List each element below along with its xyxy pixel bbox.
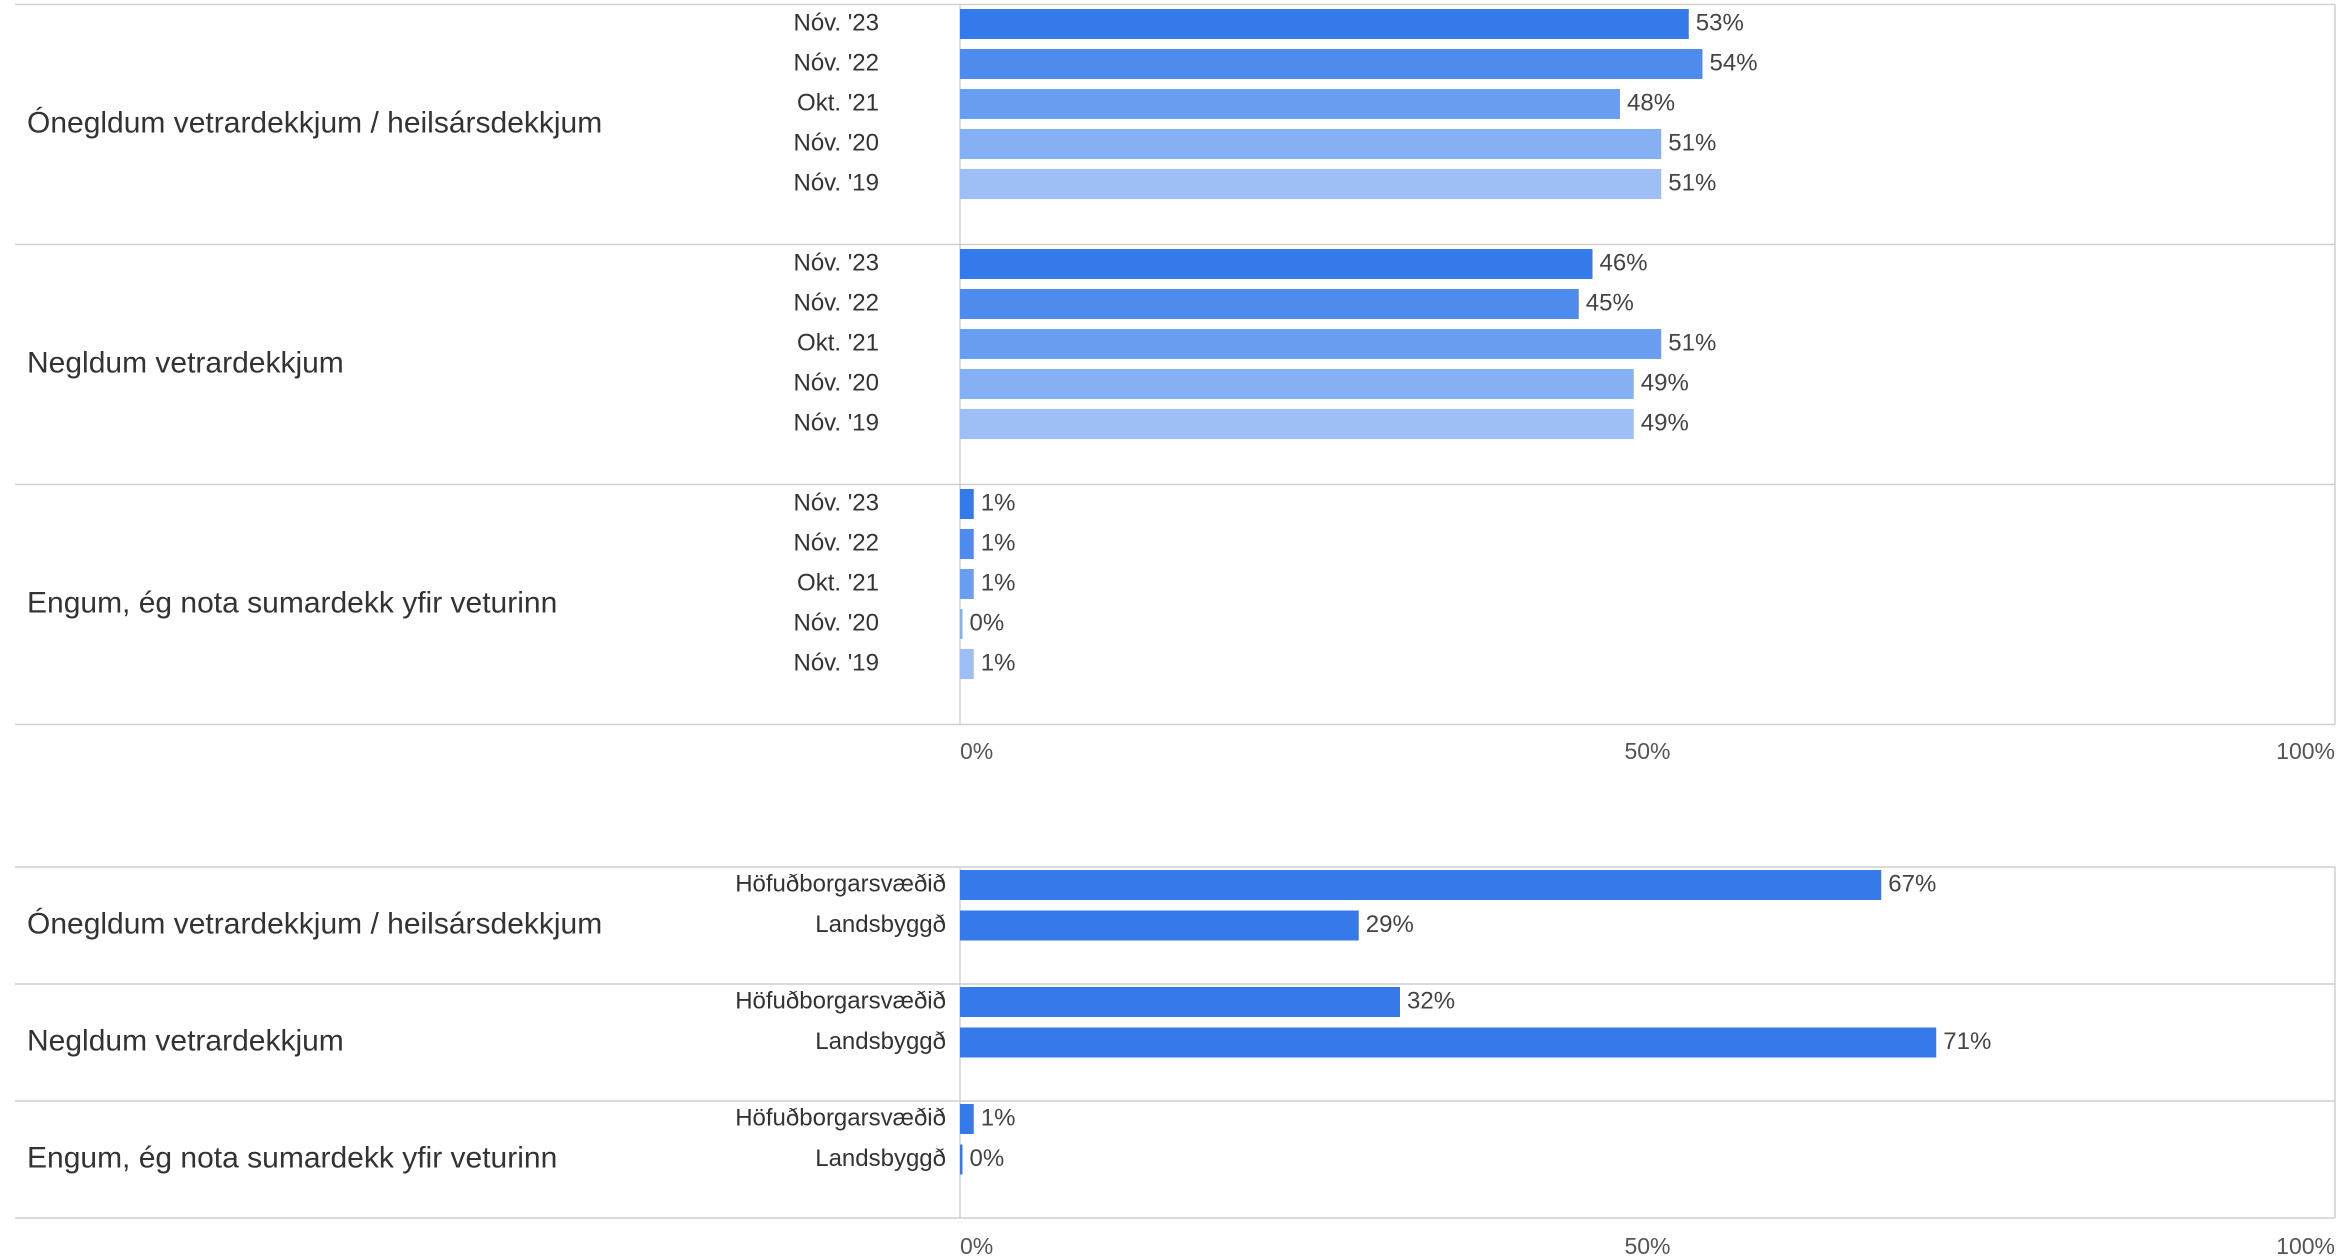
value-label: 1% [981,569,1016,596]
bar [960,1027,1937,1058]
value-label: 48% [1627,89,1675,116]
value-label: 45% [1586,289,1634,316]
value-label: 46% [1600,249,1648,276]
bar [960,89,1620,119]
value-label: 51% [1668,329,1716,356]
series-label: Höfuðborgarsvæðið [735,987,946,1014]
value-label: 29% [1366,911,1414,938]
value-label: 32% [1407,987,1455,1014]
category-label: Ónegldum vetrardekkjum / heilsársdekkjum [27,106,602,139]
value-label: 53% [1696,9,1744,36]
value-label: 1% [981,489,1016,516]
bar [960,529,974,559]
bar [960,409,1634,439]
series-label: Nóv. '19 [793,169,879,196]
bar [960,649,974,679]
series-label: Okt. '21 [797,569,879,596]
bar [960,569,974,599]
bar [960,169,1662,199]
bar [960,49,1703,79]
series-label: Nóv. '22 [793,49,879,76]
series-label: Nóv. '23 [793,489,879,516]
series-label: Landsbyggð [815,1028,946,1055]
series-label: Nóv. '20 [793,609,879,636]
value-label: 1% [981,529,1016,556]
bar [960,129,1662,159]
x-tick-label: 100% [2276,738,2335,764]
bar [960,249,1593,279]
value-label: 49% [1641,369,1689,396]
category-label: Negldum vetrardekkjum [27,346,344,379]
x-tick-label: 0% [960,1233,993,1258]
series-label: Höfuðborgarsvæðið [735,1104,946,1131]
series-label: Landsbyggð [815,1145,946,1172]
value-label: 0% [970,1145,1005,1172]
bar [960,289,1579,319]
value-label: 49% [1641,409,1689,436]
category-label: Ónegldum vetrardekkjum / heilsársdekkjum [27,907,602,940]
series-label: Landsbyggð [815,911,946,938]
bar [960,489,974,519]
series-label: Nóv. '20 [793,129,879,156]
series-label: Nóv. '20 [793,369,879,396]
category-label: Engum, ég nota sumardekk yfir veturinn [27,1141,557,1174]
series-label: Nóv. '23 [793,9,879,36]
x-tick-label: 100% [2276,1233,2335,1258]
bar [960,369,1634,399]
value-label: 54% [1710,49,1758,76]
value-label: 0% [970,609,1005,636]
x-tick-label: 0% [960,738,993,764]
value-label: 71% [1943,1028,1991,1055]
series-label: Nóv. '19 [793,409,879,436]
bar [960,609,963,639]
bar [960,329,1662,359]
series-label: Okt. '21 [797,89,879,116]
bar [960,9,1689,39]
series-label: Nóv. '22 [793,289,879,316]
series-label: Okt. '21 [797,329,879,356]
value-label: 51% [1668,169,1716,196]
bar [960,1104,974,1134]
series-label: Nóv. '23 [793,249,879,276]
bar [960,870,1882,900]
x-tick-label: 50% [1624,738,1670,764]
value-label: 67% [1888,870,1936,897]
bar [960,987,1400,1017]
series-label: Nóv. '19 [793,649,879,676]
bar [960,1144,963,1175]
x-tick-label: 50% [1624,1233,1670,1258]
category-label: Negldum vetrardekkjum [27,1024,344,1057]
value-label: 1% [981,649,1016,676]
series-label: Höfuðborgarsvæðið [735,870,946,897]
bar [960,910,1359,941]
series-label: Nóv. '22 [793,529,879,556]
value-label: 51% [1668,129,1716,156]
category-label: Engum, ég nota sumardekk yfir veturinn [27,586,557,619]
value-label: 1% [981,1104,1016,1131]
